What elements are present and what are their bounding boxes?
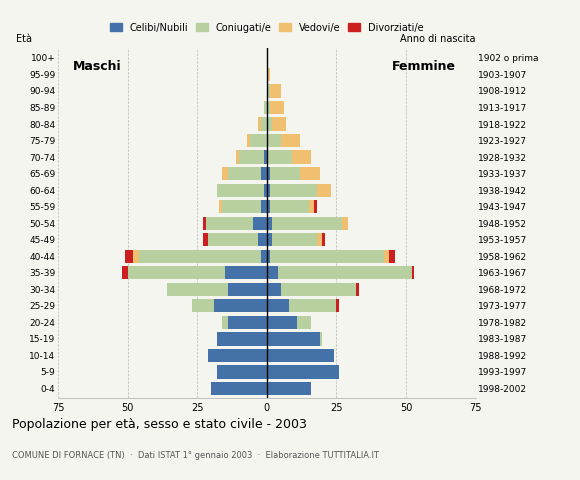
Bar bbox=[267, 84, 270, 97]
Bar bbox=[222, 316, 228, 329]
Bar bbox=[267, 250, 270, 263]
Bar bbox=[267, 183, 270, 197]
Bar bbox=[273, 216, 342, 230]
Bar bbox=[267, 101, 270, 114]
Text: COMUNE DI FORNACE (TN)  ·  Dati ISTAT 1° gennaio 2003  ·  Elaborazione TUTTITALI: COMUNE DI FORNACE (TN) · Dati ISTAT 1° g… bbox=[12, 451, 379, 460]
Bar bbox=[261, 200, 267, 213]
Bar bbox=[217, 183, 264, 197]
Bar bbox=[270, 183, 317, 197]
Bar bbox=[264, 101, 267, 114]
Text: Anno di nascita: Anno di nascita bbox=[400, 35, 476, 45]
Bar bbox=[267, 233, 273, 246]
Bar bbox=[133, 250, 139, 263]
Bar bbox=[211, 382, 267, 395]
Bar bbox=[217, 365, 267, 379]
Bar bbox=[322, 233, 325, 246]
Bar bbox=[267, 316, 298, 329]
Bar bbox=[191, 299, 214, 312]
Bar bbox=[236, 150, 239, 164]
Bar bbox=[222, 200, 261, 213]
Bar bbox=[270, 250, 384, 263]
Bar bbox=[270, 101, 284, 114]
Bar bbox=[267, 266, 278, 279]
Bar bbox=[122, 266, 128, 279]
Bar bbox=[356, 283, 358, 296]
Bar bbox=[267, 200, 270, 213]
Bar bbox=[228, 283, 267, 296]
Text: Femmine: Femmine bbox=[392, 60, 456, 72]
Bar bbox=[208, 233, 259, 246]
Bar bbox=[273, 233, 317, 246]
Bar bbox=[125, 250, 133, 263]
Bar bbox=[267, 349, 334, 362]
Bar bbox=[267, 332, 320, 346]
Bar bbox=[309, 200, 314, 213]
Bar bbox=[247, 134, 250, 147]
Bar bbox=[267, 150, 292, 164]
Bar bbox=[314, 200, 317, 213]
Bar bbox=[281, 283, 356, 296]
Text: Maschi: Maschi bbox=[72, 60, 121, 72]
Bar bbox=[219, 200, 222, 213]
Bar bbox=[267, 216, 273, 230]
Bar bbox=[273, 118, 287, 131]
Bar bbox=[253, 216, 267, 230]
Bar bbox=[217, 332, 267, 346]
Bar bbox=[261, 250, 267, 263]
Bar bbox=[228, 167, 261, 180]
Bar bbox=[317, 233, 322, 246]
Bar bbox=[267, 299, 289, 312]
Bar bbox=[270, 84, 281, 97]
Bar bbox=[208, 349, 267, 362]
Bar bbox=[281, 134, 300, 147]
Text: Popolazione per età, sesso e stato civile - 2003: Popolazione per età, sesso e stato civil… bbox=[12, 418, 306, 431]
Text: Età: Età bbox=[16, 35, 32, 45]
Bar bbox=[342, 216, 347, 230]
Bar bbox=[203, 216, 205, 230]
Bar bbox=[222, 167, 228, 180]
Bar bbox=[267, 167, 270, 180]
Bar bbox=[267, 382, 311, 395]
Bar bbox=[264, 150, 267, 164]
Bar bbox=[320, 332, 322, 346]
Bar bbox=[267, 134, 281, 147]
Bar bbox=[259, 118, 261, 131]
Bar bbox=[225, 266, 267, 279]
Bar bbox=[336, 299, 339, 312]
Bar bbox=[228, 316, 267, 329]
Bar bbox=[261, 167, 267, 180]
Bar bbox=[128, 266, 225, 279]
Bar bbox=[259, 233, 267, 246]
Bar bbox=[250, 134, 267, 147]
Bar bbox=[205, 216, 253, 230]
Bar bbox=[166, 283, 228, 296]
Bar bbox=[267, 68, 270, 81]
Bar bbox=[384, 250, 389, 263]
Bar bbox=[267, 365, 339, 379]
Bar bbox=[300, 167, 320, 180]
Bar bbox=[298, 316, 311, 329]
Bar bbox=[317, 183, 331, 197]
Legend: Celibi/Nubili, Coniugati/e, Vedovi/e, Divorziati/e: Celibi/Nubili, Coniugati/e, Vedovi/e, Di… bbox=[110, 23, 423, 33]
Bar bbox=[289, 299, 336, 312]
Bar bbox=[267, 118, 273, 131]
Bar bbox=[264, 183, 267, 197]
Bar bbox=[278, 266, 412, 279]
Bar bbox=[270, 167, 300, 180]
Bar bbox=[139, 250, 261, 263]
Bar bbox=[203, 233, 208, 246]
Bar bbox=[292, 150, 311, 164]
Bar bbox=[214, 299, 267, 312]
Bar bbox=[239, 150, 264, 164]
Bar bbox=[261, 118, 267, 131]
Bar bbox=[270, 200, 309, 213]
Bar bbox=[267, 283, 281, 296]
Bar bbox=[389, 250, 395, 263]
Bar bbox=[412, 266, 414, 279]
